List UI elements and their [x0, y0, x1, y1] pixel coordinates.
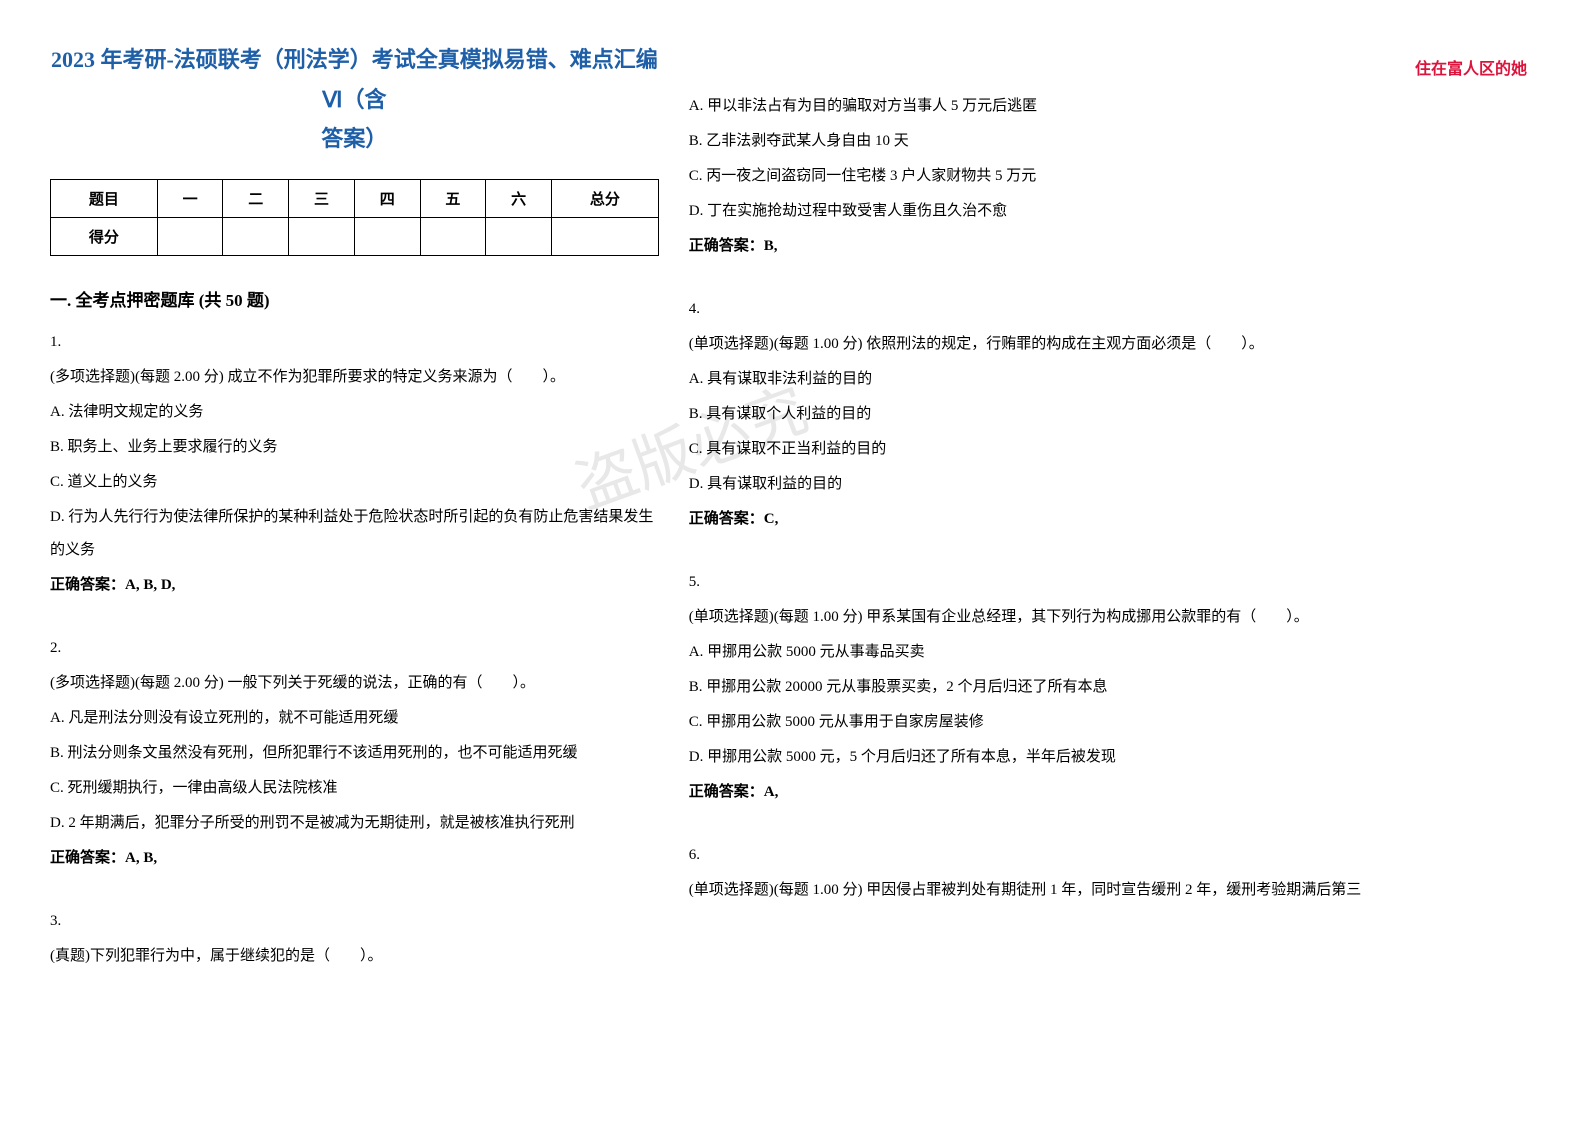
question-stem: (单项选择题)(每题 1.00 分) 甲系某国有企业总经理，其下列行为构成挪用公… — [689, 601, 1537, 634]
question-option-b: B. 职务上、业务上要求履行的义务 — [50, 431, 659, 464]
table-header-cell: 题目 — [51, 179, 158, 217]
question-option-a: A. 凡是刑法分则没有设立死刑的，就不可能适用死缓 — [50, 702, 659, 735]
question-option-d: D. 具有谋取利益的目的 — [689, 468, 1537, 501]
table-cell — [354, 217, 420, 255]
question-3-continued: A. 甲以非法占有为目的骗取对方当事人 5 万元后逃匿 B. 乙非法剥夺武某人身… — [689, 90, 1537, 263]
question-number: 1. — [50, 326, 659, 359]
question-stem: (多项选择题)(每题 2.00 分) 成立不作为犯罪所要求的特定义务来源为（ ）… — [50, 361, 659, 394]
question-answer: 正确答案：A, B, — [50, 842, 659, 875]
question-5: 5. (单项选择题)(每题 1.00 分) 甲系某国有企业总经理，其下列行为构成… — [689, 566, 1537, 809]
left-column: 2023 年考研-法硕联考（刑法学）考试全真模拟易错、难点汇编Ⅵ（含 答案） 题… — [50, 40, 659, 1003]
question-option-a: A. 法律明文规定的义务 — [50, 396, 659, 429]
question-number: 6. — [689, 839, 1537, 872]
question-option-c: C. 具有谋取不正当利益的目的 — [689, 433, 1537, 466]
question-number: 2. — [50, 632, 659, 665]
question-number: 4. — [689, 293, 1537, 326]
table-header-cell: 二 — [223, 179, 289, 217]
section-title: 一. 全考点押密题库 (共 50 题) — [50, 286, 659, 311]
table-header-cell: 四 — [354, 179, 420, 217]
question-option-c: C. 甲挪用公款 5000 元从事用于自家房屋装修 — [689, 706, 1537, 739]
question-answer: 正确答案：C, — [689, 503, 1537, 536]
table-header-cell: 总分 — [551, 179, 658, 217]
question-4: 4. (单项选择题)(每题 1.00 分) 依照刑法的规定，行贿罪的构成在主观方… — [689, 293, 1537, 536]
question-stem: (单项选择题)(每题 1.00 分) 依照刑法的规定，行贿罪的构成在主观方面必须… — [689, 328, 1537, 361]
question-option-c: C. 丙一夜之间盗窃同一住宅楼 3 户人家财物共 5 万元 — [689, 160, 1537, 193]
question-stem: (真题)下列犯罪行为中，属于继续犯的是（ ）。 — [50, 940, 659, 973]
table-header-cell: 六 — [486, 179, 552, 217]
table-cell — [420, 217, 486, 255]
question-option-d: D. 甲挪用公款 5000 元，5 个月后归还了所有本息，半年后被发现 — [689, 741, 1537, 774]
title-line-2: 答案） — [321, 126, 387, 151]
question-option-d: D. 2 年期满后，犯罪分子所受的刑罚不是被减为无期徒刑，就是被核准执行死刑 — [50, 807, 659, 840]
score-table: 题目 一 二 三 四 五 六 总分 得分 — [50, 179, 659, 256]
question-option-c: C. 死刑缓期执行，一律由高级人民法院核准 — [50, 772, 659, 805]
question-option-a: A. 具有谋取非法利益的目的 — [689, 363, 1537, 396]
table-cell — [289, 217, 355, 255]
question-3: 3. (真题)下列犯罪行为中，属于继续犯的是（ ）。 — [50, 905, 659, 973]
question-1: 1. (多项选择题)(每题 2.00 分) 成立不作为犯罪所要求的特定义务来源为… — [50, 326, 659, 602]
question-option-d: D. 行为人先行行为使法律所保护的某种利益处于危险状态时所引起的负有防止危害结果… — [50, 501, 659, 567]
question-number: 3. — [50, 905, 659, 938]
question-answer: 正确答案：A, — [689, 776, 1537, 809]
table-header-row: 题目 一 二 三 四 五 六 总分 — [51, 179, 659, 217]
question-option-b: B. 刑法分则条文虽然没有死刑，但所犯罪行不该适用死刑的，也不可能适用死缓 — [50, 737, 659, 770]
question-option-a: A. 甲挪用公款 5000 元从事毒品买卖 — [689, 636, 1537, 669]
question-answer: 正确答案：A, B, D, — [50, 569, 659, 602]
question-option-d: D. 丁在实施抢劫过程中致受害人重伤且久治不愈 — [689, 195, 1537, 228]
table-cell — [157, 217, 223, 255]
question-option-c: C. 道义上的义务 — [50, 466, 659, 499]
table-data-row: 得分 — [51, 217, 659, 255]
question-number: 5. — [689, 566, 1537, 599]
question-option-b: B. 具有谋取个人利益的目的 — [689, 398, 1537, 431]
question-option-b: B. 甲挪用公款 20000 元从事股票买卖，2 个月后归还了所有本息 — [689, 671, 1537, 704]
question-stem: (单项选择题)(每题 1.00 分) 甲因侵占罪被判处有期徒刑 1 年，同时宣告… — [689, 874, 1537, 907]
table-header-cell: 三 — [289, 179, 355, 217]
right-column: A. 甲以非法占有为目的骗取对方当事人 5 万元后逃匿 B. 乙非法剥夺武某人身… — [689, 40, 1537, 1003]
question-answer: 正确答案：B, — [689, 230, 1537, 263]
question-6: 6. (单项选择题)(每题 1.00 分) 甲因侵占罪被判处有期徒刑 1 年，同… — [689, 839, 1537, 907]
table-header-cell: 五 — [420, 179, 486, 217]
question-2: 2. (多项选择题)(每题 2.00 分) 一般下列关于死缓的说法，正确的有（ … — [50, 632, 659, 875]
table-cell — [223, 217, 289, 255]
table-cell — [486, 217, 552, 255]
table-header-cell: 一 — [157, 179, 223, 217]
title-line-1: 2023 年考研-法硕联考（刑法学）考试全真模拟易错、难点汇编Ⅵ（含 — [51, 47, 658, 112]
question-option-b: B. 乙非法剥夺武某人身自由 10 天 — [689, 125, 1537, 158]
question-stem: (多项选择题)(每题 2.00 分) 一般下列关于死缓的说法，正确的有（ ）。 — [50, 667, 659, 700]
question-option-a: A. 甲以非法占有为目的骗取对方当事人 5 万元后逃匿 — [689, 90, 1537, 123]
document-title: 2023 年考研-法硕联考（刑法学）考试全真模拟易错、难点汇编Ⅵ（含 答案） — [50, 40, 659, 159]
table-cell — [551, 217, 658, 255]
main-content: 2023 年考研-法硕联考（刑法学）考试全真模拟易错、难点汇编Ⅵ（含 答案） 题… — [50, 40, 1537, 1003]
table-row-label: 得分 — [51, 217, 158, 255]
